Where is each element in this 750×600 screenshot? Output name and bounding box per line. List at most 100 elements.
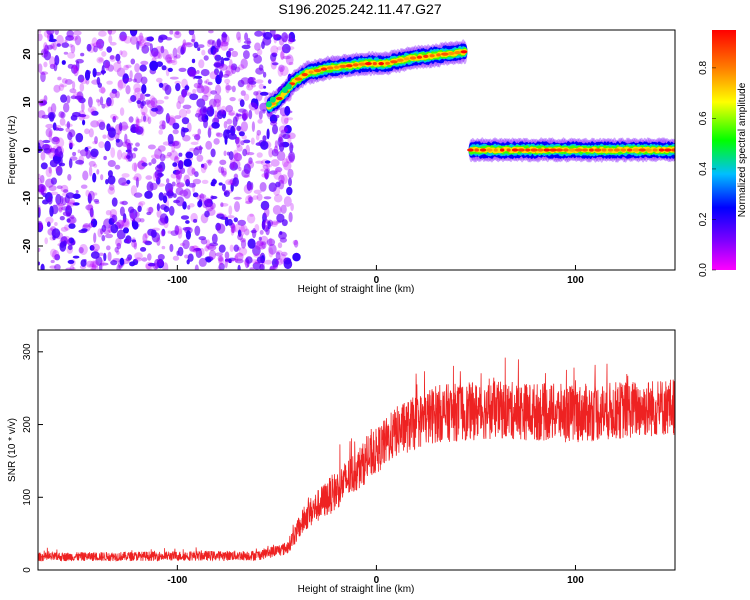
spectrogram-noise-cell [174, 115, 182, 120]
spectrogram-noise-cell [118, 122, 123, 132]
spectrogram-noise-cell [169, 76, 179, 80]
spectrogram-noise-cell [91, 243, 100, 252]
spectrogram-peak-cell [638, 148, 647, 152]
spectrogram-noise-cell [125, 138, 131, 146]
spectrogram-noise-cell [56, 43, 61, 47]
spectrogram-noise-cell [206, 107, 211, 111]
spectrogram-noise-cell [97, 82, 103, 88]
spectrogram-noise-cell [258, 83, 265, 90]
spectrogram-noise-cell [204, 198, 213, 208]
spectrogram-noise-cell [129, 30, 138, 37]
spectrogram-noise-cell [218, 166, 223, 174]
spectrogram-noise-cell [230, 158, 236, 170]
spectrogram-noise-cell [262, 135, 267, 142]
spectrogram-noise-cell [118, 265, 123, 269]
spectrogram-noise-cell [256, 193, 263, 201]
spectrogram-noise-cell [88, 222, 94, 228]
spectrogram-noise-cell [209, 104, 214, 115]
spectrogram-x-label: Height of straight line (km) [298, 284, 415, 295]
spectrogram-noise-cell [45, 127, 53, 138]
spectrogram-noise-cell [241, 169, 250, 178]
spectrogram-noise-cell [220, 202, 224, 208]
spectrogram-noise-cell [140, 156, 147, 164]
spectrogram-noise-cell [141, 111, 146, 116]
spectrogram-peak-cell [543, 148, 551, 152]
spectrogram-noise-cell [287, 168, 294, 179]
spectrogram-noise-cell [175, 54, 181, 59]
spectrogram-noise-cell [136, 118, 140, 129]
spectrogram-noise-cell [253, 98, 259, 110]
spectrogram-noise-cell [121, 218, 130, 229]
spectrogram-noise-cell [197, 128, 202, 135]
spectrogram-noise-cell [92, 140, 98, 145]
spectrogram-noise-cell [231, 50, 239, 58]
spectrogram-noise-cell [92, 192, 98, 196]
spectrogram-noise-cell [246, 152, 255, 156]
spectrogram-noise-cell [84, 128, 90, 135]
spectrogram-noise-cell [50, 259, 55, 264]
spectrogram-noise-cell [146, 100, 156, 109]
spectrogram-noise-cell [142, 233, 148, 244]
spectrogram-noise-cell [198, 59, 205, 69]
spectrogram-noise-cell [276, 150, 286, 161]
spectrogram-peak-cell [500, 148, 505, 152]
spectrogram-noise-cell [147, 228, 155, 236]
spectrogram-noise-cell [224, 258, 228, 269]
spectrogram-noise-cell [188, 182, 196, 188]
spectrogram-noise-cell [187, 253, 194, 262]
spectrogram-noise-cell [71, 267, 76, 270]
spectrogram-noise-cell [42, 139, 51, 144]
spectrogram-noise-cell [98, 30, 107, 37]
colorbar-tick-label: 0.6 [698, 111, 709, 125]
spectrogram-noise-cell [176, 100, 182, 110]
spectrogram-noise-cell [225, 85, 232, 91]
spectrogram-noise-cell [171, 59, 178, 66]
spectrogram-noise-cell [100, 228, 104, 235]
spectrogram-noise-cell [43, 147, 52, 154]
spectrogram-noise-cell [182, 227, 191, 231]
snr-x-label: Height of straight line (km) [298, 584, 415, 595]
spectrogram-noise-cell [54, 166, 62, 172]
spectrogram-noise-cell [266, 167, 270, 174]
spectrogram-noise-cell [286, 186, 293, 196]
spectrogram-noise-cell [90, 120, 100, 128]
spectrogram-noise-cell [205, 140, 213, 150]
spectrogram-noise-cell [228, 133, 237, 140]
spectrogram-noise-cell [38, 30, 42, 34]
spectrogram-noise-cell [40, 71, 46, 83]
spectrogram-noise-cell [172, 140, 181, 149]
spectrogram-noise-cell [172, 193, 177, 198]
spectrogram-noise-cell [101, 65, 105, 76]
spectrogram-noise-cell [231, 85, 236, 93]
spectrogram-noise-cell [234, 201, 240, 213]
spectrogram-noise-cell [279, 65, 289, 77]
spectrogram-noise-cell [57, 127, 64, 132]
spectrogram-noise-cell [197, 78, 203, 85]
spectrogram-noise-cell [45, 167, 53, 178]
spectrogram-noise-cell [204, 245, 209, 252]
spectrogram-noise-cell [102, 228, 111, 235]
spectrogram-noise-cell [134, 72, 143, 84]
spectrogram-noise-cell [281, 158, 289, 168]
spectrogram-noise-cell [67, 244, 73, 251]
spectrogram-noise-cell [64, 79, 73, 85]
spectrogram-noise-cell [280, 114, 289, 125]
spectrogram-noise-cell [180, 215, 190, 220]
spectrogram-noise-cell [175, 168, 182, 180]
spectrogram-noise-cell [281, 32, 288, 43]
spectrogram-noise-cell [209, 71, 218, 80]
spectrogram-noise-cell [114, 132, 120, 140]
spectrogram-noise-cell [108, 35, 113, 44]
spectrogram-noise-cell [233, 126, 237, 131]
spectrogram-noise-cell [240, 58, 248, 69]
spectrogram-noise-cell [185, 42, 194, 48]
spectrogram-noise-cell [263, 31, 273, 40]
spectrogram-noise-cell [126, 142, 132, 152]
spectrogram-noise-cell [124, 133, 128, 144]
spectrogram-noise-cell [288, 177, 292, 187]
spectrogram-noise-cell [38, 207, 41, 218]
spectrogram-noise-cell [144, 232, 149, 239]
spectrogram-noise-cell [40, 174, 45, 184]
spectrogram-noise-cell [107, 175, 116, 185]
spectrogram-noise-cell [164, 84, 172, 96]
